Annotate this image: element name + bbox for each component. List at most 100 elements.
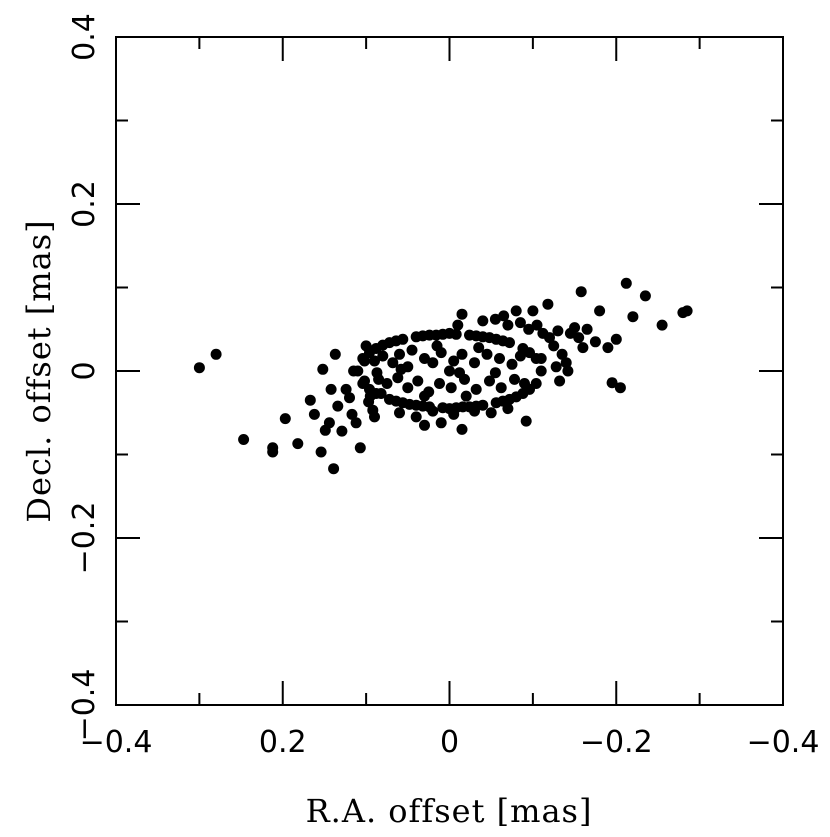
data-point	[550, 361, 562, 373]
data-point	[448, 355, 460, 367]
y-tick-label: 0.4	[67, 13, 102, 61]
data-point	[494, 353, 505, 364]
data-point	[377, 339, 389, 351]
data-point	[394, 348, 405, 360]
data-point	[542, 298, 554, 310]
data-point	[656, 319, 668, 331]
data-point	[552, 325, 564, 337]
data-point	[589, 336, 601, 348]
data-point	[497, 335, 509, 347]
data-point	[412, 375, 424, 387]
data-point	[502, 403, 514, 415]
data-point	[470, 383, 482, 395]
data-point	[364, 390, 376, 402]
data-point	[502, 319, 514, 331]
data-point	[489, 367, 501, 379]
data-point	[419, 353, 430, 364]
data-point	[323, 417, 335, 429]
data-point	[406, 344, 418, 356]
data-point	[419, 390, 430, 402]
data-point	[444, 365, 455, 377]
data-point	[427, 357, 439, 369]
data-point	[417, 400, 429, 412]
data-point	[620, 277, 632, 289]
data-point	[332, 400, 344, 412]
x-tick-label: −0.2	[580, 725, 653, 760]
data-point	[431, 340, 443, 352]
data-point	[452, 319, 464, 331]
y-tick-label: 0	[67, 361, 102, 380]
data-point	[444, 327, 455, 339]
data-point	[434, 378, 445, 389]
data-point	[304, 394, 316, 406]
data-point	[470, 330, 482, 342]
data-point	[560, 357, 572, 369]
data-point	[267, 446, 279, 458]
data-point	[484, 375, 495, 387]
data-point	[456, 308, 468, 320]
data-point	[606, 377, 618, 389]
data-point	[193, 362, 205, 374]
data-point	[460, 390, 472, 402]
data-point	[554, 375, 566, 387]
data-point	[456, 423, 468, 435]
data-point	[527, 305, 539, 317]
data-point	[369, 355, 380, 367]
data-point	[469, 357, 480, 369]
data-point	[519, 378, 530, 389]
data-point	[448, 408, 460, 420]
x-tick-labels: −0.4 0.2 0 −0.2 −0.4	[80, 725, 820, 760]
data-point	[325, 383, 337, 395]
data-point	[238, 434, 250, 445]
data-point	[523, 323, 535, 335]
data-point	[681, 305, 693, 317]
data-point	[556, 348, 568, 360]
data-point	[373, 373, 385, 385]
data-point	[360, 340, 372, 352]
data-point	[548, 340, 560, 352]
data-point	[469, 405, 480, 417]
data-point	[348, 365, 360, 377]
data-point	[369, 411, 380, 423]
data-point	[328, 463, 340, 475]
data-point	[346, 408, 358, 420]
data-point	[350, 417, 362, 429]
data-point	[481, 348, 493, 360]
data-point	[577, 342, 589, 354]
data-point	[402, 382, 414, 394]
data-point	[531, 319, 543, 331]
data-point	[495, 382, 507, 394]
data-point	[354, 442, 366, 454]
data-points	[193, 277, 693, 475]
data-point	[639, 290, 651, 302]
data-point	[485, 407, 497, 419]
data-point	[394, 407, 405, 419]
data-point	[387, 357, 399, 369]
axis-ticks	[115, 36, 784, 706]
data-point	[427, 405, 439, 417]
data-point	[308, 408, 320, 420]
data-point	[562, 365, 574, 377]
data-point	[329, 348, 341, 360]
data-point	[279, 413, 291, 425]
x-tick-label: −0.4	[80, 725, 153, 760]
data-point	[477, 315, 489, 327]
y-axis-title: Decl. offset [mas]	[20, 219, 58, 522]
data-point	[390, 395, 402, 407]
data-point	[575, 286, 587, 298]
data-point	[509, 373, 520, 385]
data-point	[510, 391, 522, 403]
data-point	[535, 353, 547, 364]
y-tick-labels: −0.4 −0.2 0 0.2 0.4	[67, 13, 102, 741]
data-point	[610, 333, 622, 345]
data-point	[498, 310, 510, 322]
data-point	[457, 401, 469, 413]
data-point	[473, 342, 485, 354]
data-point	[454, 367, 465, 379]
data-point	[484, 332, 495, 344]
x-axis-title: R.A. offset [mas]	[306, 792, 593, 830]
data-point	[614, 382, 626, 394]
data-point	[489, 313, 501, 325]
data-point	[344, 392, 355, 404]
data-point	[315, 446, 327, 458]
